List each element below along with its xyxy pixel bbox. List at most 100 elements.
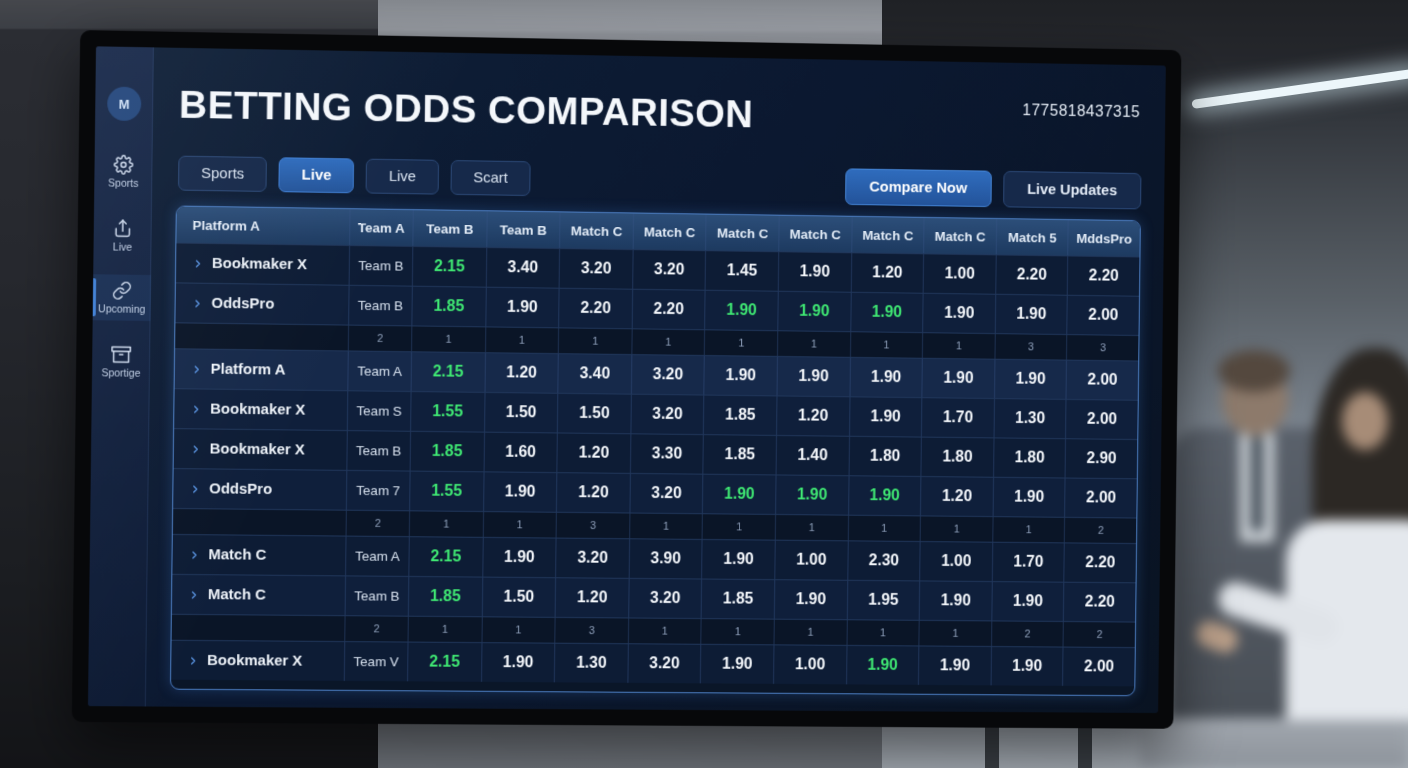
tab-live-1[interactable]: Live [278, 157, 355, 194]
summary-count: 1 [776, 331, 850, 357]
tab-live-2[interactable]: Live [365, 158, 439, 195]
tv-frame: M Sports Live Upcoming Sportige BETTING ODD… [71, 30, 1182, 729]
odds-value: 1.90 [849, 357, 923, 398]
odds-value: 2.00 [1066, 295, 1139, 336]
summary-count: 1 [918, 620, 992, 647]
odds-value: 2.20 [1063, 582, 1136, 622]
summary-count: 1 [481, 617, 555, 643]
sidebar-item-live[interactable]: Live [93, 212, 151, 259]
chevron-right-icon [190, 443, 202, 455]
odds-value: 1.90 [922, 293, 996, 334]
avatar[interactable]: M [107, 86, 142, 122]
odds-value: 1.60 [483, 432, 558, 473]
odds-value: 1.90 [990, 646, 1063, 686]
odds-value: 1.90 [704, 290, 778, 331]
column-header: Match C [923, 217, 996, 255]
woman-face [1342, 392, 1388, 450]
bookmaker-name: Bookmaker X [171, 641, 344, 681]
live-updates-button[interactable]: Live Updates [1002, 170, 1142, 210]
summary-count: 2 [345, 510, 410, 537]
odds-value: 1.00 [922, 254, 996, 294]
bookmaker-name: Bookmaker X [174, 389, 347, 430]
upload-icon [113, 218, 133, 238]
chevron-right-icon [189, 483, 201, 495]
odds-value: 3.20 [631, 250, 706, 290]
compare-now-button[interactable]: Compare Now [844, 168, 992, 208]
main-area: BETTING ODDS COMPARISON 1775818437315 Sp… [146, 47, 1166, 713]
tab-bar: Sports Live Live Scart [178, 155, 531, 197]
odds-value: 1.85 [703, 395, 777, 435]
sidebar-item-sports[interactable]: Sports [94, 148, 152, 195]
chevron-right-icon [191, 297, 203, 309]
summary-count: 1 [919, 516, 993, 542]
odds-value: 1.85 [409, 431, 484, 472]
odds-value: 3.20 [558, 249, 633, 289]
odds-value: 1.90 [918, 646, 991, 686]
odds-value: 3.30 [629, 434, 704, 474]
summary-count: 2 [1062, 621, 1136, 648]
odds-value: 1.90 [482, 472, 557, 512]
column-header: Match C [850, 216, 924, 254]
team-name: Team B [344, 576, 409, 616]
bookmaker-name: Platform A [175, 349, 348, 390]
odds-value: 2.00 [1064, 478, 1137, 518]
team-name: Team B [348, 285, 412, 326]
odds-value: 3.20 [630, 394, 704, 435]
odds-value: 1.95 [846, 580, 920, 620]
odds-value: 1.90 [702, 474, 776, 514]
odds-value: 1.90 [992, 477, 1065, 517]
odds-value: 1.90 [847, 476, 921, 516]
table-row[interactable]: Bookmaker X Team B 1.85 1.60 1.20 3.30 1.85 1.4… [173, 428, 1138, 479]
table-row[interactable]: Bookmaker X Team V 2.15 1.90 1.30 3.20 1.90 1.0… [171, 639, 1135, 687]
odds-value: 1.85 [700, 579, 775, 619]
summary-count: 3 [555, 512, 630, 539]
odds-value: 2.20 [558, 288, 632, 329]
chevron-right-icon [188, 588, 200, 600]
summary-count: 1 [849, 332, 923, 358]
odds-value: 1.00 [773, 645, 847, 685]
sidebar-item-label: Live [112, 241, 133, 254]
odds-value: 2.15 [408, 537, 483, 577]
table-row[interactable]: OddsPro Team B 1.85 1.90 2.20 2.20 1.90 1.90 1.9… [175, 282, 1140, 336]
odds-value: 1.90 [918, 581, 992, 621]
odds-value: 1.90 [480, 643, 555, 683]
chevron-right-icon [190, 403, 202, 415]
odds-value: 1.20 [556, 433, 631, 473]
summary-count: 2 [344, 616, 408, 642]
column-header: Match C [778, 215, 852, 253]
odds-value: 1.55 [409, 471, 484, 512]
sidebar-item-upcoming[interactable]: Upcoming [92, 274, 152, 321]
odds-comparison-table: Platform A Team A Team B Team B Match C Match… [169, 205, 1141, 697]
odds-value: 2.15 [411, 246, 486, 287]
bookmaker-name: Bookmaker X [176, 243, 349, 284]
bookmaker-name: Match C [172, 575, 345, 615]
table-row[interactable]: Bookmaker X Team S 1.55 1.50 1.50 3.20 1.85 1.2… [174, 388, 1138, 440]
odds-value: 1.50 [481, 577, 556, 617]
summary-count: 1 [631, 329, 705, 355]
link-icon [112, 280, 132, 300]
box-icon [111, 344, 132, 364]
summary-count: 3 [554, 617, 628, 644]
odds-value: 1.90 [994, 294, 1068, 335]
odds-value: 1.90 [775, 475, 849, 515]
odds-value: 1.20 [484, 353, 558, 393]
tab-sports-0[interactable]: Sports [178, 155, 268, 192]
odds-value: 1.20 [554, 578, 629, 618]
odds-value: 1.55 [410, 392, 485, 432]
odds-value: 2.20 [1067, 256, 1140, 296]
odds-value: 1.90 [777, 291, 851, 332]
team-name: Team A [347, 351, 412, 392]
summary-count: 1 [700, 619, 774, 645]
table-row[interactable]: Bookmaker X Team B 2.15 3.40 3.20 3.20 1.45 1.9… [175, 242, 1140, 296]
odds-value: 1.40 [775, 435, 849, 476]
summary-spacer [173, 509, 346, 536]
summary-count: 1 [922, 333, 995, 359]
tab-scart-3[interactable]: Scart [450, 160, 531, 197]
table-row[interactable]: Platform A Team A 2.15 1.20 3.40 3.20 1.90 1.90… [174, 348, 1139, 400]
team-name: Team B [346, 431, 411, 471]
odds-value: 1.90 [484, 287, 559, 328]
odds-value: 3.40 [557, 354, 632, 394]
odds-value: 1.90 [993, 359, 1067, 399]
sidebar-item-sportige[interactable]: Sportige [92, 338, 150, 385]
